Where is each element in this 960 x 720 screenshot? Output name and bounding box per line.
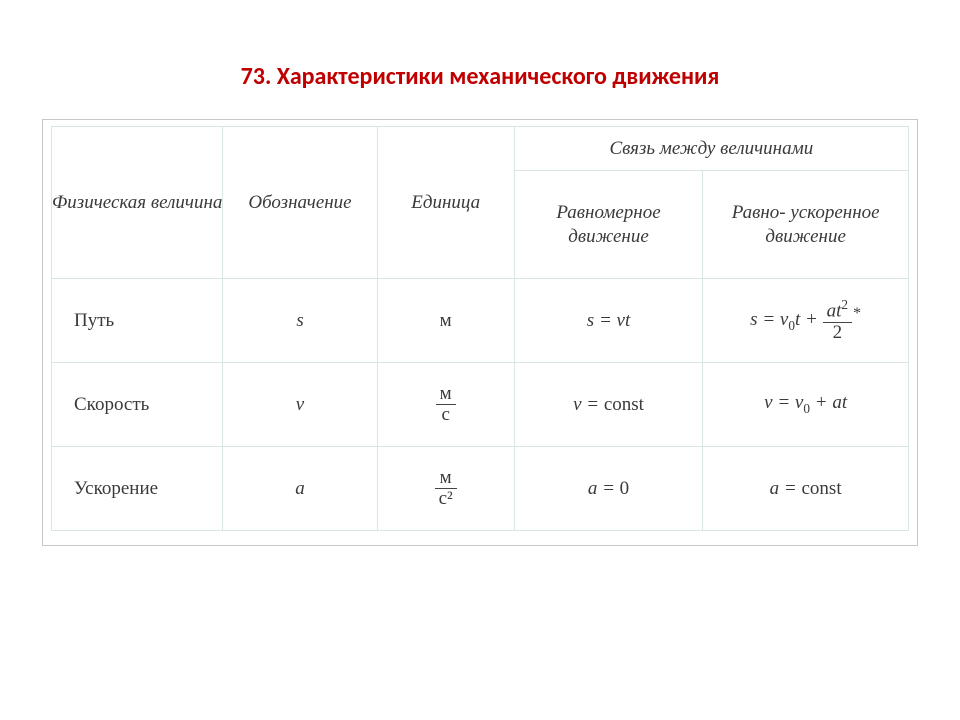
table-row: Скоростьvмсv = constv = v0 + at [52,363,909,447]
table-body: Путьsмs = vts = v0t + at22*Скоростьvмсv … [52,279,909,531]
cell-unit: мс² [377,447,514,531]
header-row-1: Физическая величина Обозначение Единица … [52,127,909,171]
cell-name: Путь [52,279,223,363]
physics-table: Физическая величина Обозначение Единица … [51,126,909,531]
header-unit: Единица [377,127,514,279]
page-title: 73. Характеристики механического движени… [0,0,960,119]
header-symbol: Обозначение [223,127,377,279]
header-physical-quantity: Физическая величина [52,127,223,279]
cell-unit: мс [377,363,514,447]
cell-symbol: a [223,447,377,531]
cell-unit: м [377,279,514,363]
cell-symbol: v [223,363,377,447]
cell-uniform: s = vt [514,279,703,363]
cell-name: Ускорение [52,447,223,531]
header-accelerated-motion: Равно- ускоренное движение [703,171,909,279]
cell-accel: v = v0 + at [703,363,909,447]
cell-uniform: a = 0 [514,447,703,531]
page: 73. Характеристики механического движени… [0,0,960,720]
cell-accel: a = const [703,447,909,531]
cell-accel: s = v0t + at22* [703,279,909,363]
table-container: Физическая величина Обозначение Единица … [42,119,918,546]
header-relations: Связь между величинами [514,127,908,171]
cell-symbol: s [223,279,377,363]
table-row: Ускорениеaмс²a = 0a = const [52,447,909,531]
cell-uniform: v = const [514,363,703,447]
table-row: Путьsмs = vts = v0t + at22* [52,279,909,363]
header-uniform-motion: Равномерное движение [514,171,703,279]
cell-name: Скорость [52,363,223,447]
